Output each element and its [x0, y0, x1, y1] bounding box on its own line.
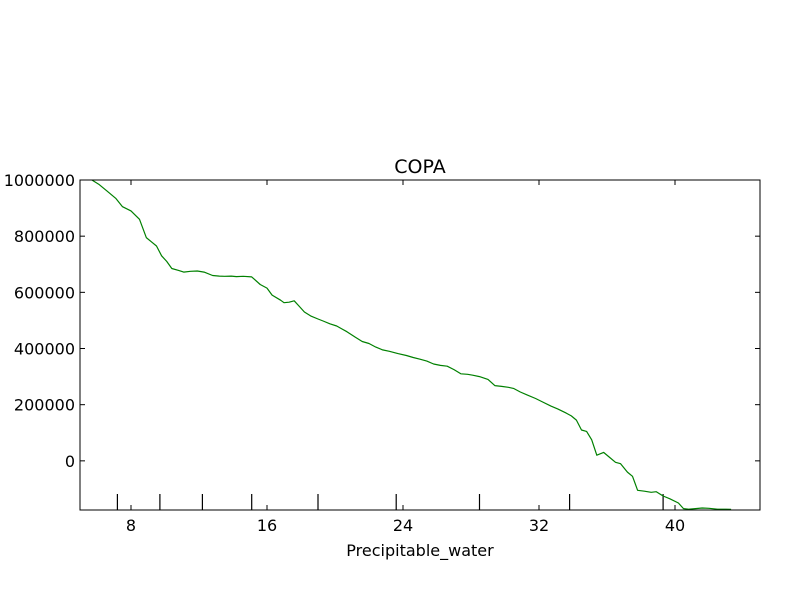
y-tick-label: 0: [65, 452, 75, 471]
plot-frame: [79, 179, 761, 511]
x-tick-label: 40: [665, 516, 685, 535]
series-line: [91, 179, 732, 510]
x-tick-label: 16: [257, 516, 277, 535]
chart-title: COPA: [394, 156, 445, 178]
y-tick-label: 1000000: [4, 171, 75, 190]
y-tick-label: 800000: [14, 227, 75, 246]
plot-area: [80, 180, 760, 510]
y-axis-ticks: 0 200000 400000 600000 800000 1000000: [4, 171, 760, 471]
x-tick-label: 8: [126, 516, 136, 535]
x-axis-label: Precipitable_water: [346, 541, 494, 561]
bottom-extra-ticks: [116, 494, 664, 510]
y-tick-label: 200000: [14, 396, 75, 415]
x-tick-label: 24: [393, 516, 413, 535]
y-tick-label: 600000: [14, 283, 75, 302]
x-axis-ticks: 8 16 24 32 40: [126, 180, 685, 535]
y-tick-label: 400000: [14, 340, 75, 359]
x-tick-label: 32: [529, 516, 549, 535]
